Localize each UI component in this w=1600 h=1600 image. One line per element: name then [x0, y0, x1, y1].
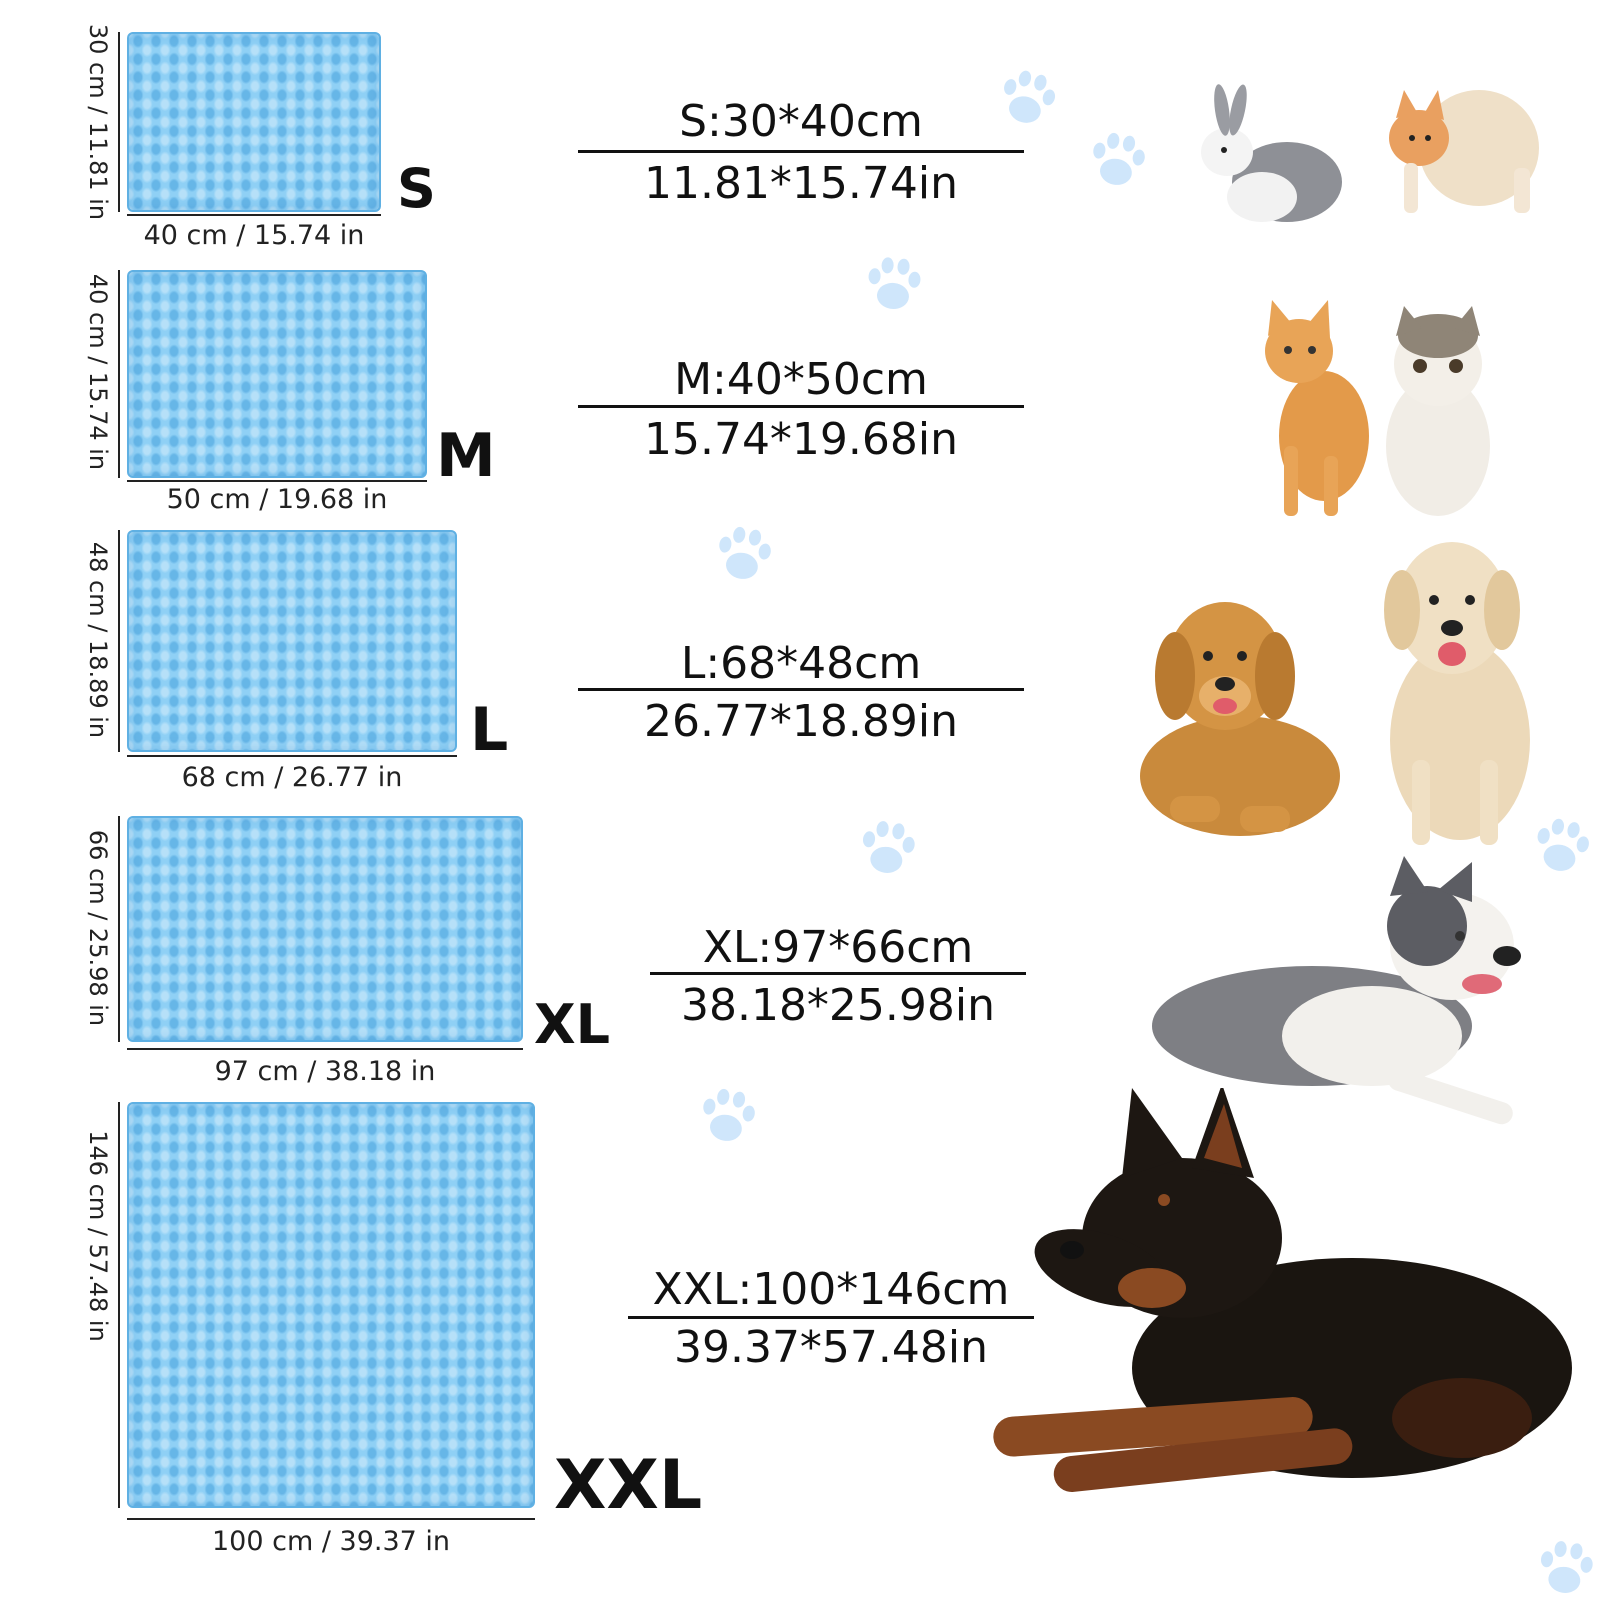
mat-s-height-line [118, 32, 120, 212]
dog-icon [1384, 542, 1530, 845]
mat-s-height-label: 30 cm / 11.81 in [84, 23, 112, 221]
spec-m-in: 15.74*19.68in [643, 414, 959, 465]
mat-l [127, 530, 457, 752]
paw-print-icon [865, 255, 923, 312]
mat-s-width-label: 40 cm / 15.74 in [143, 220, 365, 251]
mat-m-height-line [118, 270, 120, 478]
mat-xxl-width-label: 100 cm / 39.37 in [211, 1526, 451, 1557]
mat-m [127, 270, 427, 478]
mat-s [127, 32, 381, 212]
mat-l-height-line [118, 530, 120, 752]
mat-xl-height-label: 66 cm / 25.98 in [84, 829, 112, 1027]
spec-xl-in: 38.18*25.98in [680, 980, 996, 1031]
mat-l-width-label: 68 cm / 26.77 in [181, 762, 403, 793]
mat-s-size-letter: S [397, 157, 436, 220]
rabbit-icon [1201, 84, 1342, 222]
mat-l-height-label: 48 cm / 18.89 in [84, 541, 112, 739]
dog-icon [993, 1088, 1572, 1493]
mat-xl-width-line [127, 1048, 523, 1050]
mat-m-height-label: 40 cm / 15.74 in [84, 273, 112, 471]
mat-xxl-width-line [127, 1518, 535, 1520]
paw-print-icon [1088, 129, 1149, 190]
paw-print-icon [1536, 1538, 1596, 1597]
paw-print-icon [698, 1085, 759, 1146]
mat-xl-size-letter: XL [534, 993, 611, 1056]
spec-s-cm: S:30*40cm [679, 96, 923, 147]
mat-xl-height-line [118, 816, 120, 1042]
mat-l-size-letter: L [470, 695, 509, 765]
mat-xxl-height-label: 146 cm / 57.48 in [84, 1130, 112, 1342]
spec-xxl-in: 39.37*57.48in [673, 1322, 989, 1373]
paw-print-icon [996, 66, 1060, 129]
dog-icon [1152, 856, 1521, 1125]
paw-print-icon [714, 523, 775, 584]
spec-m-divider [578, 405, 1024, 408]
mat-xxl [127, 1102, 535, 1508]
paw-print-icon [858, 818, 918, 877]
mat-xxl-height-line [118, 1102, 120, 1508]
mat-m-size-letter: M [436, 421, 496, 491]
spec-l-divider [578, 688, 1024, 691]
mat-s-width-line [127, 214, 381, 216]
mat-xl-width-label: 97 cm / 38.18 in [214, 1056, 436, 1087]
mat-xl [127, 816, 523, 1042]
cat-icon [1389, 90, 1539, 213]
spec-xl-divider [650, 972, 1026, 975]
mat-m-width-label: 50 cm / 19.68 in [166, 484, 388, 515]
mat-xxl-size-letter: XXL [554, 1446, 703, 1525]
spec-l-cm: L:68*48cm [680, 638, 922, 689]
spec-xl-cm: XL:97*66cm [702, 922, 974, 973]
spec-xxl-cm: XXL:100*146cm [652, 1264, 1010, 1315]
spec-s-in: 11.81*15.74in [643, 158, 959, 209]
cat-icon [1386, 306, 1490, 516]
mat-m-width-line [127, 480, 427, 482]
mat-l-width-line [127, 755, 457, 757]
spec-l-in: 26.77*18.89in [643, 696, 959, 747]
spec-m-cm: M:40*50cm [674, 354, 928, 405]
spec-xxl-divider [628, 1316, 1034, 1319]
spec-s-divider [578, 150, 1024, 153]
dog-icon [1140, 602, 1340, 836]
cat-icon [1265, 300, 1369, 516]
